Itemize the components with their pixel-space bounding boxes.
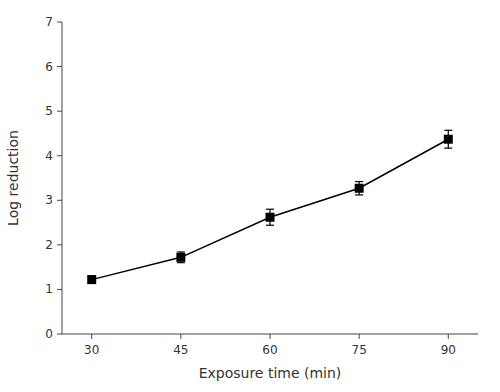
error-cap xyxy=(444,148,452,149)
page: {"chart_data": {"type": "line", "xlabel"… xyxy=(0,0,500,392)
y-tick xyxy=(57,200,62,201)
x-tick-label: 60 xyxy=(262,343,277,357)
y-axis-label: Log reduction xyxy=(5,130,21,226)
chart-container: 304560759001234567Exposure time (min)Log… xyxy=(0,0,500,392)
y-tick-label: 1 xyxy=(45,282,53,296)
y-tick-label: 6 xyxy=(45,60,53,74)
y-tick xyxy=(57,289,62,290)
y-tick-label: 5 xyxy=(45,104,53,118)
point xyxy=(444,135,453,144)
error-cap xyxy=(266,225,274,226)
series-line xyxy=(92,139,449,279)
data xyxy=(87,130,453,284)
error-bar xyxy=(444,130,452,148)
y-tick-label: 0 xyxy=(45,327,53,341)
y-tick xyxy=(57,22,62,23)
x-tick-label: 75 xyxy=(352,343,367,357)
error-cap xyxy=(355,181,363,182)
x-axis-label: Exposure time (min) xyxy=(199,365,342,381)
point xyxy=(176,253,185,262)
y-tick-label: 4 xyxy=(45,149,53,163)
y-tick xyxy=(57,334,62,335)
x-tick-label: 45 xyxy=(173,343,188,357)
error-bar xyxy=(177,252,185,263)
error-bar xyxy=(88,276,96,283)
error-bar xyxy=(355,182,363,195)
error-bar xyxy=(266,209,274,225)
error-cap xyxy=(177,251,185,252)
error-cap xyxy=(444,130,452,131)
x-tick xyxy=(180,334,181,339)
y-axis-line xyxy=(62,22,63,334)
axes: 304560759001234567 xyxy=(45,15,478,357)
x-tick xyxy=(91,334,92,339)
y-tick xyxy=(57,155,62,156)
x-tick xyxy=(270,334,271,339)
x-tick-label: 90 xyxy=(441,343,456,357)
y-tick-label: 7 xyxy=(45,15,53,29)
chart: 304560759001234567Exposure time (min)Log… xyxy=(0,0,500,392)
point xyxy=(266,213,275,222)
x-tick xyxy=(448,334,449,339)
y-tick-label: 3 xyxy=(45,193,53,207)
y-tick xyxy=(57,66,62,67)
x-tick-label: 30 xyxy=(84,343,99,357)
point xyxy=(355,184,364,193)
y-tick xyxy=(57,244,62,245)
point xyxy=(87,275,96,284)
y-tick-label: 2 xyxy=(45,238,53,252)
y-tick xyxy=(57,111,62,112)
x-tick xyxy=(359,334,360,339)
error-cap xyxy=(266,209,274,210)
error-cap xyxy=(355,194,363,195)
error-cap xyxy=(177,262,185,263)
